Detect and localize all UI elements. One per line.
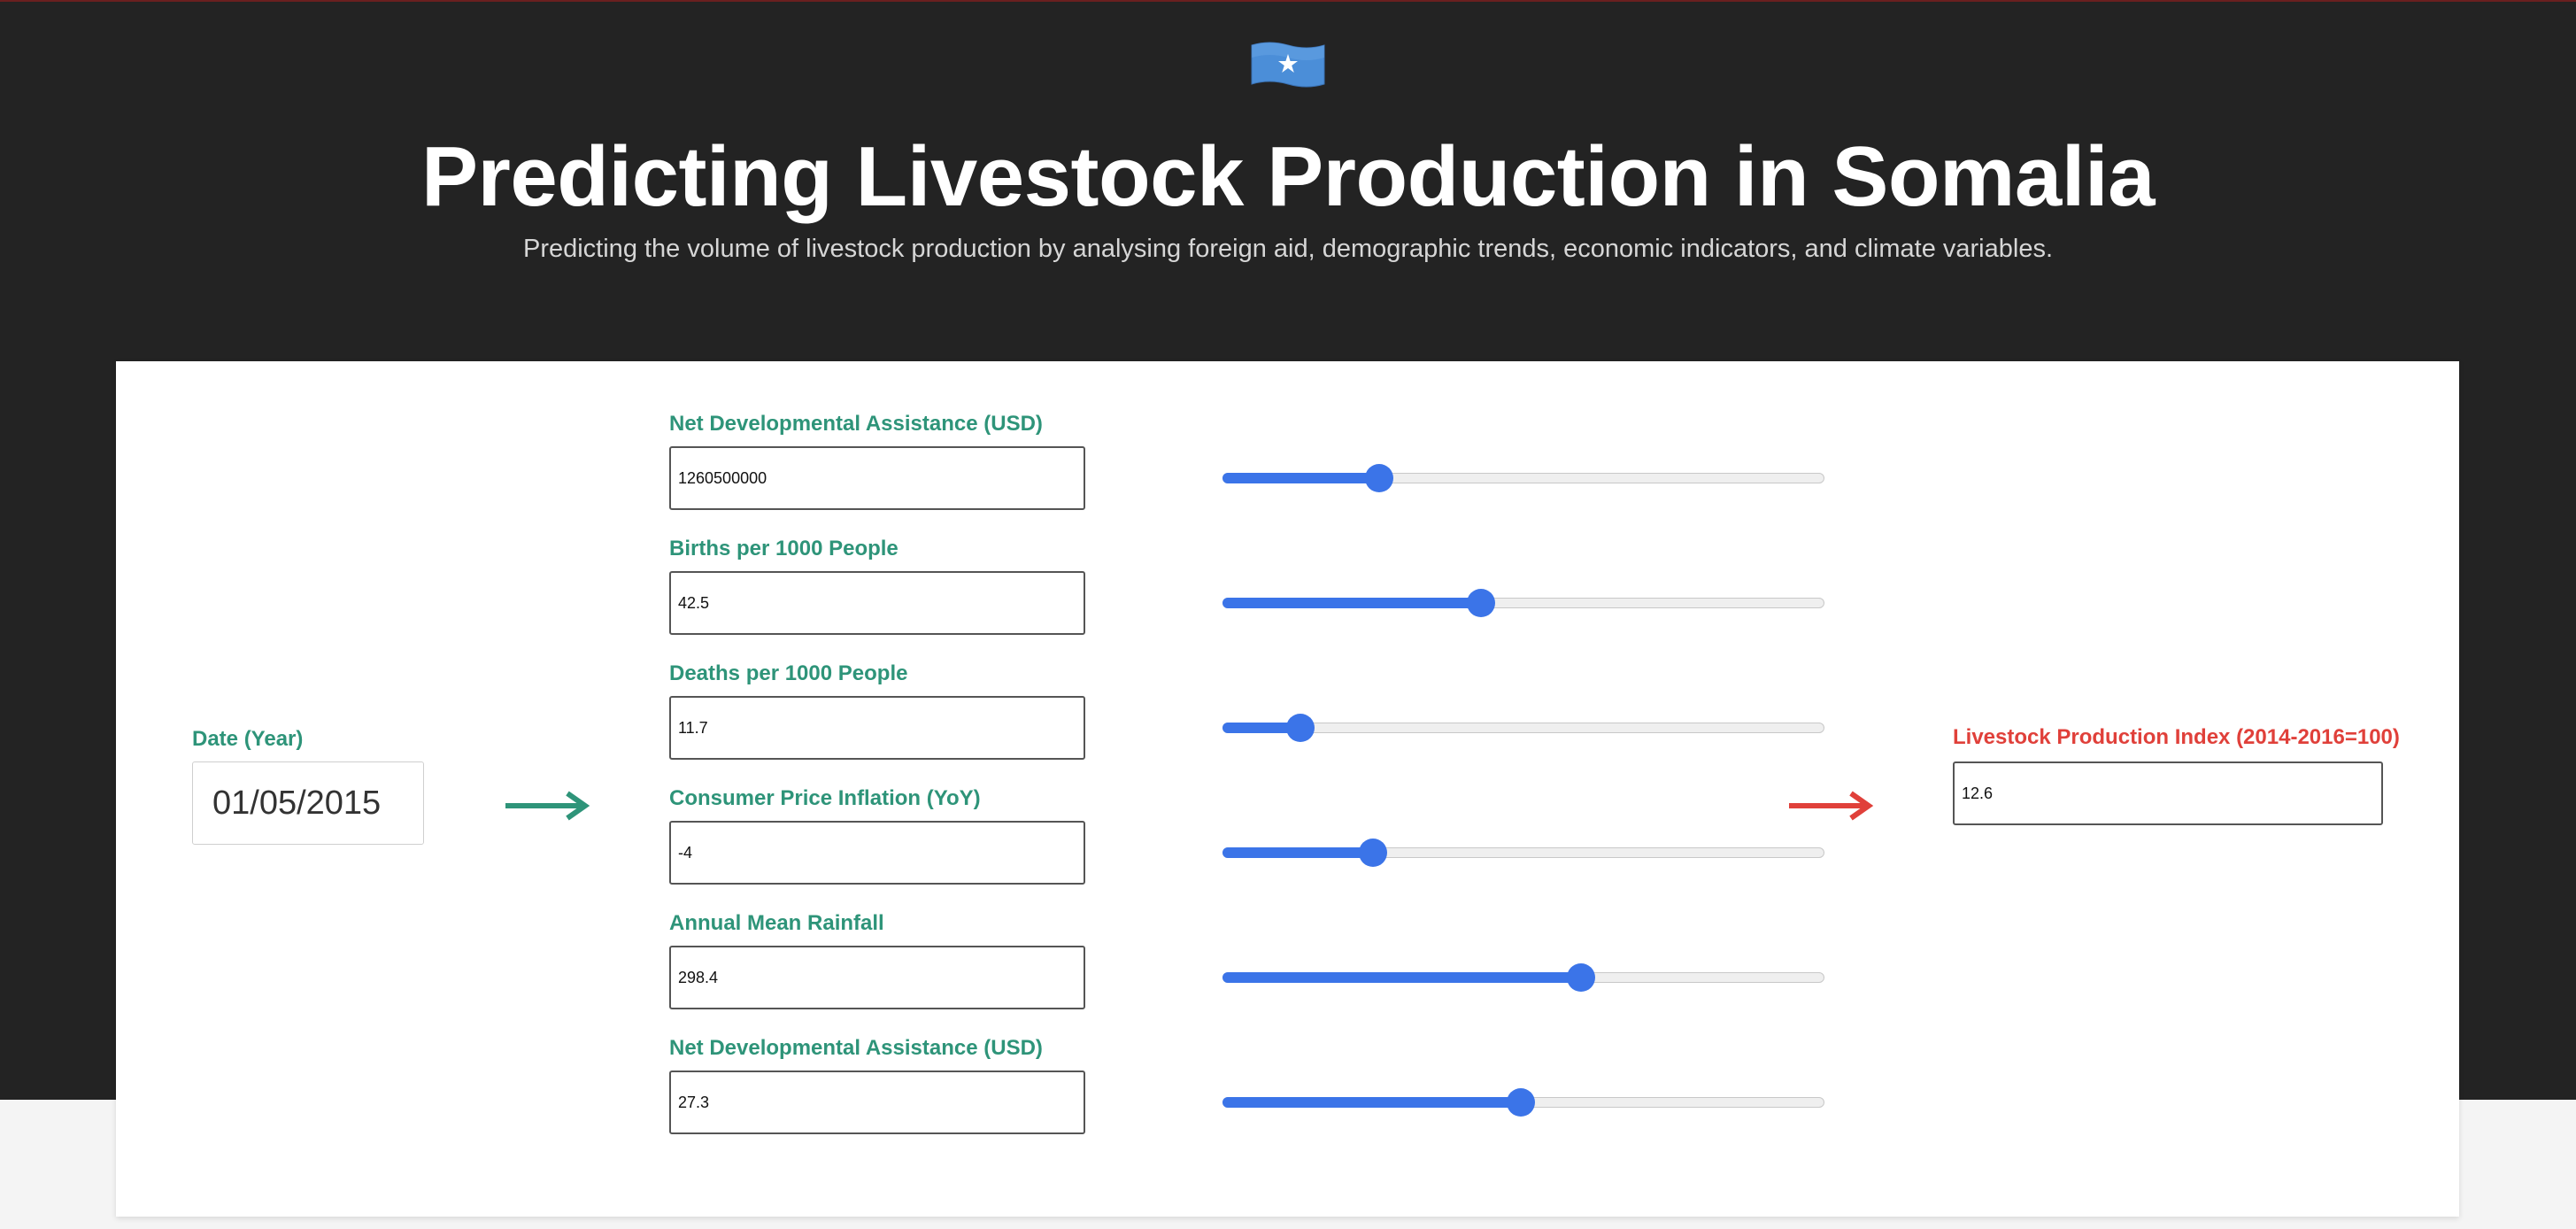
- feature-slider[interactable]: [1222, 714, 1824, 742]
- output-label: Livestock Production Index (2014-2016=10…: [1953, 725, 2400, 749]
- feature-row: Births per 1000 People: [669, 536, 1824, 661]
- feature-label: Net Developmental Assistance (USD): [669, 1036, 1043, 1060]
- arrow-right-icon: [504, 788, 592, 823]
- slider-thumb[interactable]: [1359, 839, 1387, 867]
- feature-row: Deaths per 1000 People: [669, 661, 1824, 785]
- feature-slider[interactable]: [1222, 839, 1824, 867]
- feature-row: Net Developmental Assistance (USD): [669, 1035, 1824, 1160]
- page-title: Predicting Livestock Production in Somal…: [420, 129, 2156, 224]
- slider-thumb[interactable]: [1566, 963, 1595, 992]
- slider-fill: [1222, 598, 1482, 608]
- feature-label: Deaths per 1000 People: [669, 661, 908, 685]
- output-group: Livestock Production Index (2014-2016=10…: [1953, 724, 2400, 825]
- feature-value-input[interactable]: [669, 1071, 1085, 1134]
- slider-thumb[interactable]: [1286, 714, 1315, 742]
- somalia-flag-icon: [1250, 38, 1326, 89]
- feature-label: Consumer Price Inflation (YoY): [669, 786, 981, 810]
- feature-label: Annual Mean Rainfall: [669, 911, 884, 935]
- feature-value-input[interactable]: [669, 821, 1085, 885]
- slider-fill: [1222, 972, 1581, 983]
- feature-value-input[interactable]: [669, 696, 1085, 760]
- feature-value-input[interactable]: [669, 446, 1085, 510]
- output-field[interactable]: [1953, 761, 2383, 825]
- page-subtitle: Predicting the volume of livestock produ…: [522, 235, 2054, 263]
- slider-fill: [1222, 723, 1301, 733]
- arrow-right-icon: [1787, 788, 1876, 823]
- feature-slider[interactable]: [1222, 963, 1824, 992]
- prediction-card: Date (Year) Net Developmental Assistance…: [116, 361, 2459, 1217]
- slider-fill: [1222, 1097, 1521, 1108]
- slider-thumb[interactable]: [1506, 1088, 1535, 1117]
- feature-inputs: Net Developmental Assistance (USD) Births…: [669, 411, 1824, 1160]
- date-input-group: Date (Year): [192, 726, 424, 845]
- slider-thumb[interactable]: [1467, 589, 1496, 617]
- feature-value-input[interactable]: [669, 571, 1085, 635]
- date-field[interactable]: [192, 761, 424, 845]
- feature-row: Consumer Price Inflation (YoY): [669, 785, 1824, 910]
- feature-label: Births per 1000 People: [669, 537, 899, 560]
- feature-slider[interactable]: [1222, 464, 1824, 492]
- feature-row: Annual Mean Rainfall: [669, 910, 1824, 1035]
- date-label: Date (Year): [192, 727, 304, 751]
- feature-label: Net Developmental Assistance (USD): [669, 412, 1043, 436]
- feature-slider[interactable]: [1222, 589, 1824, 617]
- slider-thumb[interactable]: [1364, 464, 1393, 492]
- feature-slider[interactable]: [1222, 1088, 1824, 1117]
- feature-value-input[interactable]: [669, 946, 1085, 1009]
- feature-row: Net Developmental Assistance (USD): [669, 411, 1824, 536]
- slider-fill: [1222, 473, 1379, 483]
- slider-fill: [1222, 847, 1373, 858]
